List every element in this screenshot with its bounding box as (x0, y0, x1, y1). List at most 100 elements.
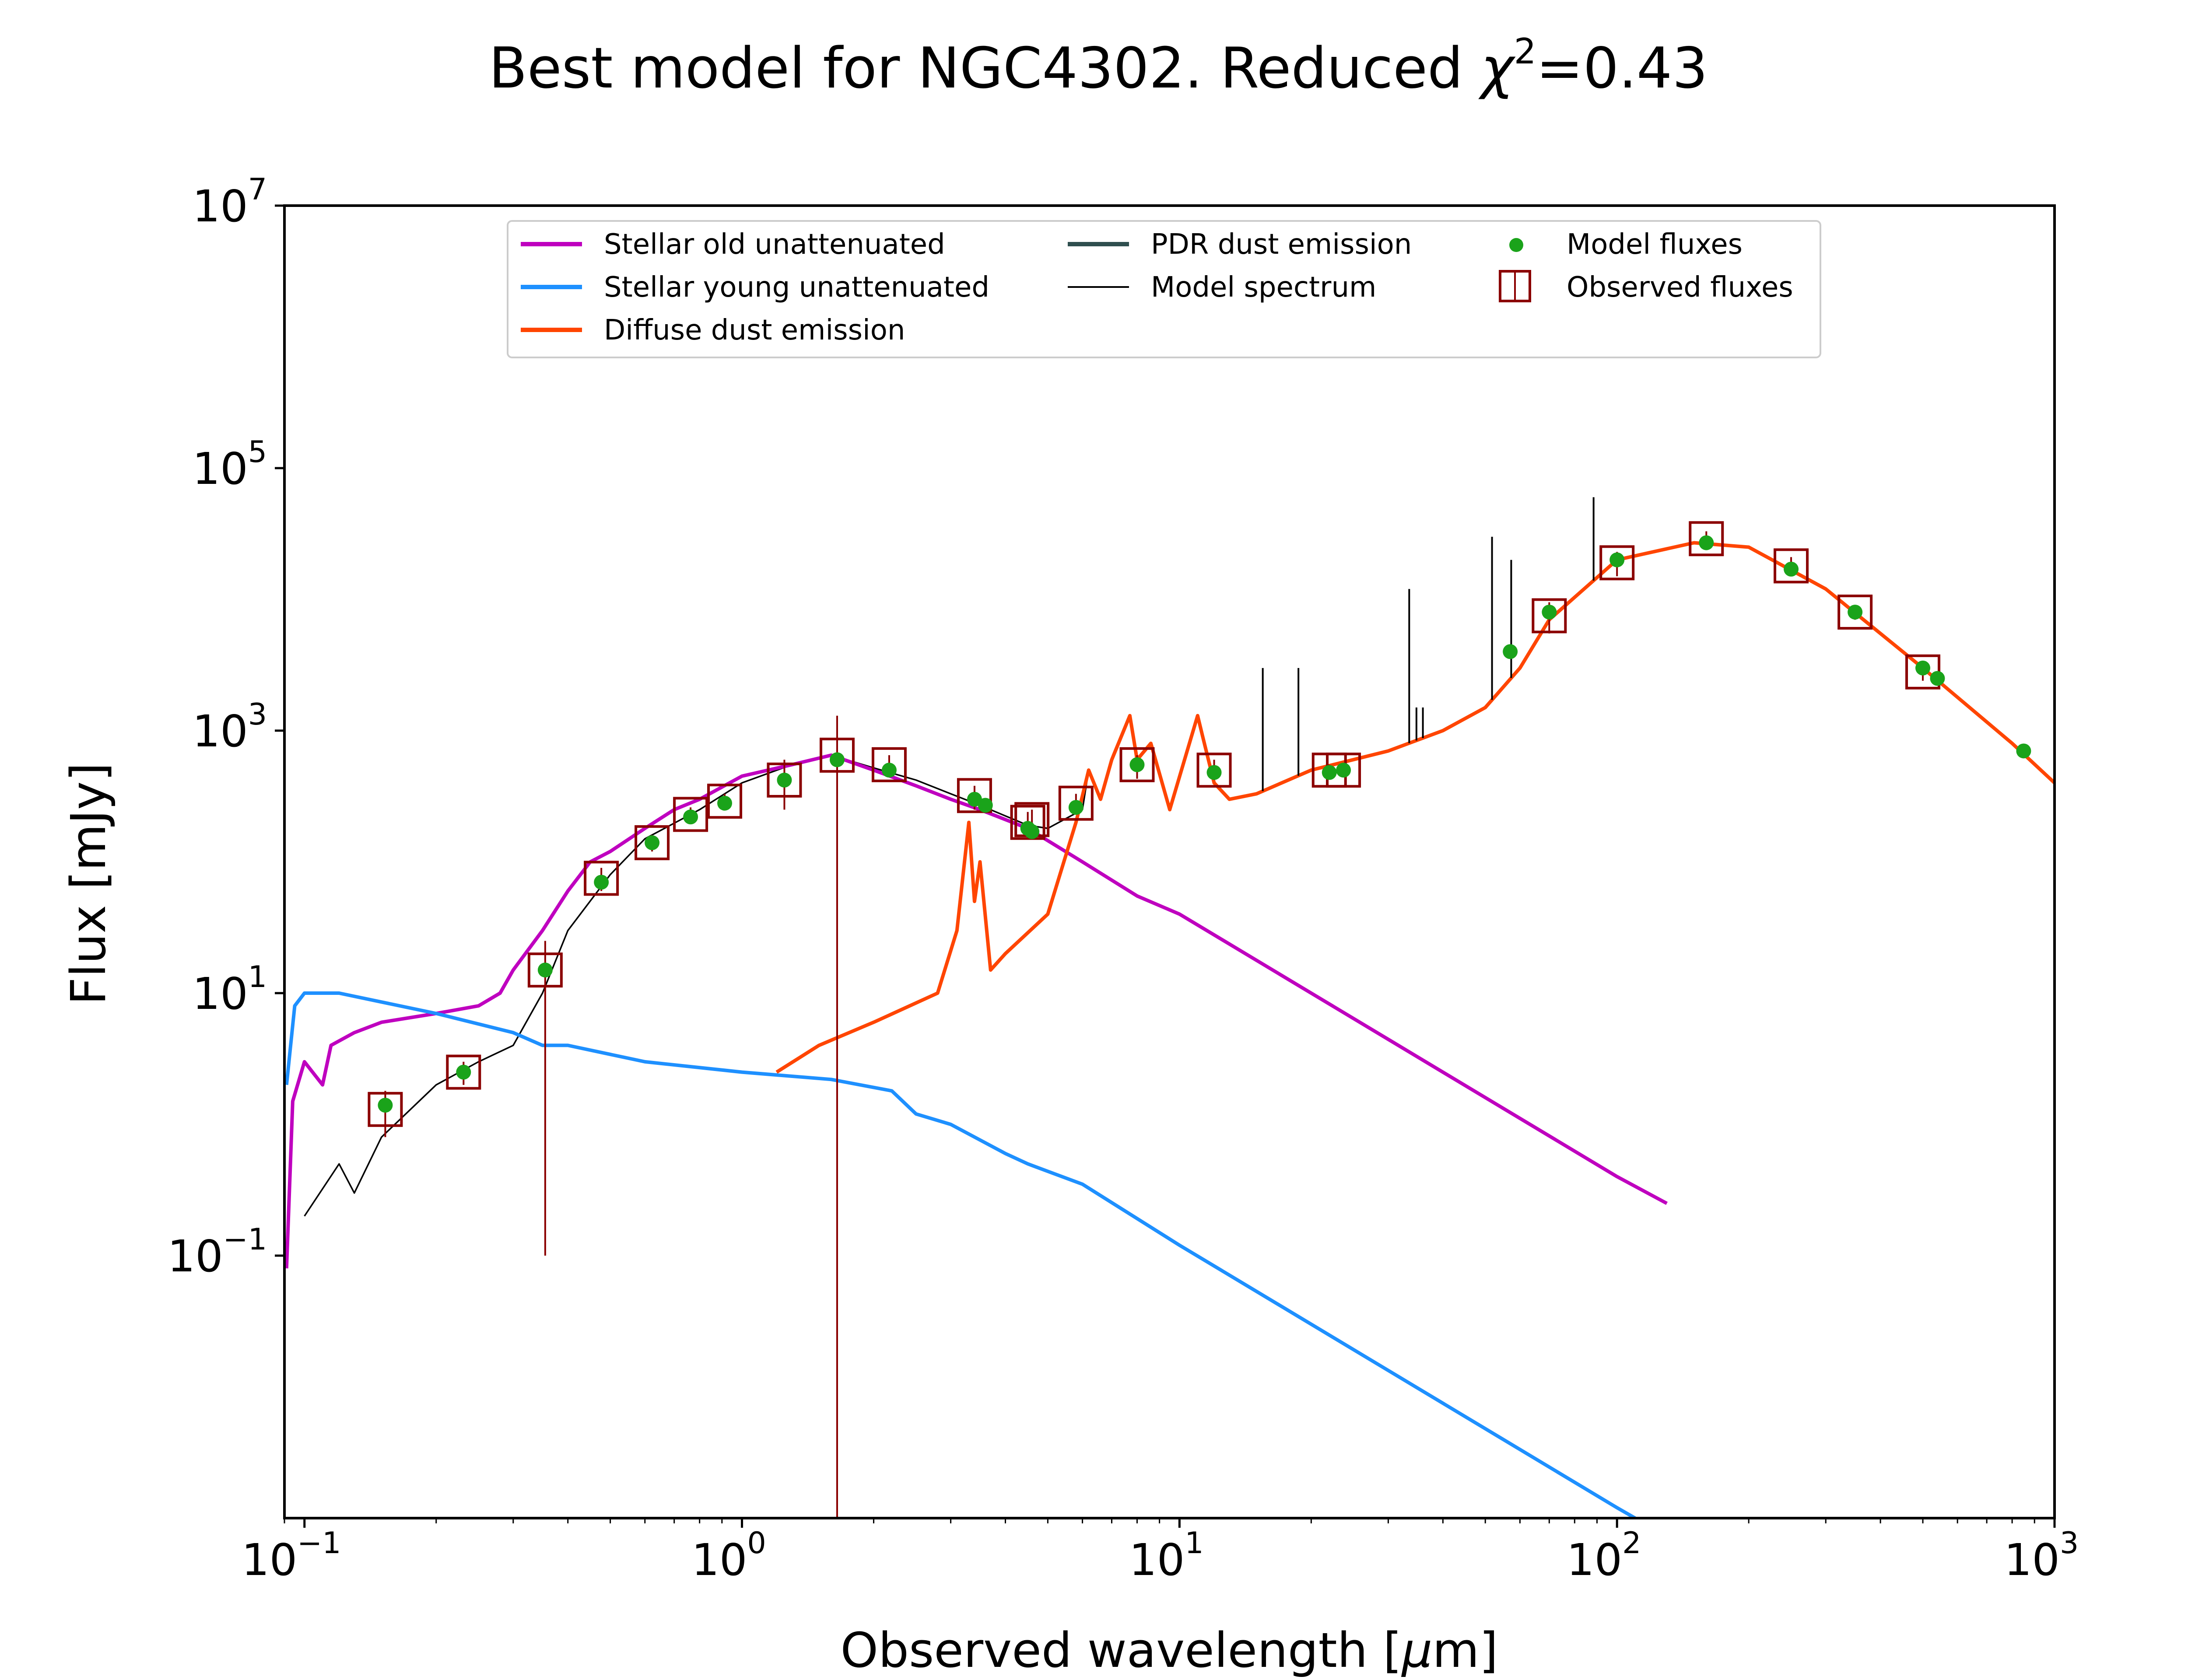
x-axis-label-tail: m] (1432, 1622, 1498, 1678)
model-flux-point (2016, 743, 2031, 759)
observed-flux-marker (635, 825, 670, 861)
observed-flux-marker (1774, 548, 1809, 584)
chart-title-chi: χ (1478, 36, 1516, 101)
y-tick-exp: 7 (248, 172, 267, 207)
y-tick-base: 10 (168, 1231, 223, 1282)
model-flux-point (683, 809, 698, 825)
x-tick-exp: 2 (1622, 1526, 1641, 1561)
observed-flux-marker (1010, 805, 1045, 840)
model-flux-point (1322, 765, 1337, 780)
observed-flux-marker (446, 1054, 481, 1090)
model-flux-point (378, 1098, 393, 1113)
observed-flux-marker (1196, 752, 1232, 788)
model-flux-point (978, 798, 993, 813)
observed-flux-marker (527, 952, 563, 988)
y-axis-label: Flux [mJy] (60, 763, 116, 1005)
model-flux-point (1024, 824, 1040, 839)
model-flux-point (830, 752, 845, 767)
x-tick-exp: 1 (1185, 1526, 1203, 1561)
model-flux-point (1915, 660, 1931, 676)
model-flux-point (1609, 552, 1625, 567)
legend-marker-observed-fluxes (1499, 270, 1531, 302)
observed-flux-marker (957, 778, 992, 813)
model-flux-point (1336, 763, 1351, 778)
y-tick-exp: 1 (248, 960, 267, 994)
x-tick-exp: 3 (2060, 1526, 2079, 1561)
legend-label-model-spectrum: Model spectrum (1151, 271, 1376, 304)
y-tick-label: 101 (192, 960, 267, 1019)
observed-flux-marker (1119, 747, 1155, 782)
x-tick: 101 (1129, 1518, 1204, 1586)
series-line-stellar-old (284, 753, 1668, 1269)
x-axis-label: Observed wavelength [μm] (841, 1622, 1498, 1678)
observed-flux-marker (767, 763, 802, 798)
y-tick-label: 103 (192, 697, 267, 757)
model-flux-point (594, 875, 609, 890)
x-tick: 10−1 (242, 1518, 341, 1586)
y-tick: 10−1 (168, 1222, 284, 1282)
y-tick-exp: 5 (248, 435, 267, 469)
model-flux-point (881, 763, 897, 778)
model-flux-point (1784, 561, 1799, 577)
model-flux-point (1930, 671, 1945, 686)
legend-label-young: Stellar young unattenuated (604, 271, 989, 304)
model-flux-point (1503, 644, 1518, 659)
y-tick-base: 10 (192, 443, 248, 494)
legend-label-model-fluxes: Model fluxes (1567, 228, 1743, 261)
series-line-stellar-young (284, 991, 1636, 1518)
model-flux-point (1848, 605, 1863, 620)
y-tick-label: 105 (192, 435, 267, 494)
x-tick: 100 (691, 1518, 766, 1586)
chart-title-tail: =0.43 (1536, 36, 1708, 101)
model-flux-point (1068, 800, 1083, 815)
chart-title-sup: 2 (1514, 31, 1536, 72)
model-flux-point (1699, 535, 1714, 550)
chart-title-main: Best model for NGC4302. Reduced (489, 36, 1481, 101)
plot-frame (283, 204, 2056, 1519)
model-flux-point (456, 1064, 471, 1080)
x-tick: 102 (1567, 1518, 1641, 1586)
x-tick-label: 100 (691, 1526, 766, 1586)
model-flux-point (777, 773, 792, 788)
observed-flux-marker (707, 784, 743, 819)
chart-title: Best model for NGC4302. Reduced χ2=0.43 (489, 31, 1708, 101)
y-tick-base: 10 (192, 181, 248, 232)
observed-flux-marker (584, 861, 619, 896)
y-tick: 105 (192, 435, 284, 494)
legend-label-old: Stellar old unattenuated (604, 228, 945, 261)
model-flux-point (645, 835, 660, 850)
observed-flux-marker (1058, 785, 1094, 821)
series-line-diffuse-dust (775, 541, 2055, 1074)
model-flux-point (537, 962, 553, 978)
legend-label-observed-fluxes: Observed fluxes (1567, 271, 1793, 304)
y-tick-label: 10−1 (168, 1222, 267, 1282)
x-tick-exp: 0 (747, 1526, 766, 1561)
observed-flux-marker (1599, 545, 1635, 581)
model-flux-point (1129, 757, 1145, 772)
legend-label-pdr: PDR dust emission (1151, 228, 1412, 261)
x-tick-exp: −1 (297, 1526, 341, 1561)
model-flux-point (717, 795, 733, 811)
x-tick: 103 (2004, 1518, 2079, 1586)
y-tick: 101 (192, 960, 284, 1019)
observed-flux-marker (871, 747, 907, 782)
y-tick-exp: −1 (223, 1222, 267, 1257)
observed-flux-marker (1532, 598, 1567, 634)
x-tick-base: 10 (1129, 1534, 1185, 1586)
y-tick: 103 (192, 697, 284, 757)
x-tick-base: 10 (2004, 1534, 2060, 1586)
y-tick-base: 10 (192, 706, 248, 757)
observed-flux-marker (1689, 521, 1724, 556)
legend: Stellar old unattenuated Stellar young u… (507, 220, 1821, 358)
x-tick-label: 103 (2004, 1526, 2079, 1586)
x-tick-base: 10 (242, 1534, 297, 1586)
y-tick-exp: 3 (248, 697, 267, 732)
y-tick-base: 10 (192, 968, 248, 1019)
observed-flux-marker (673, 797, 708, 832)
y-tick: 107 (192, 172, 284, 232)
x-tick-base: 10 (691, 1534, 747, 1586)
x-tick-label: 102 (1567, 1526, 1641, 1586)
plot-series-group (284, 497, 2055, 1518)
